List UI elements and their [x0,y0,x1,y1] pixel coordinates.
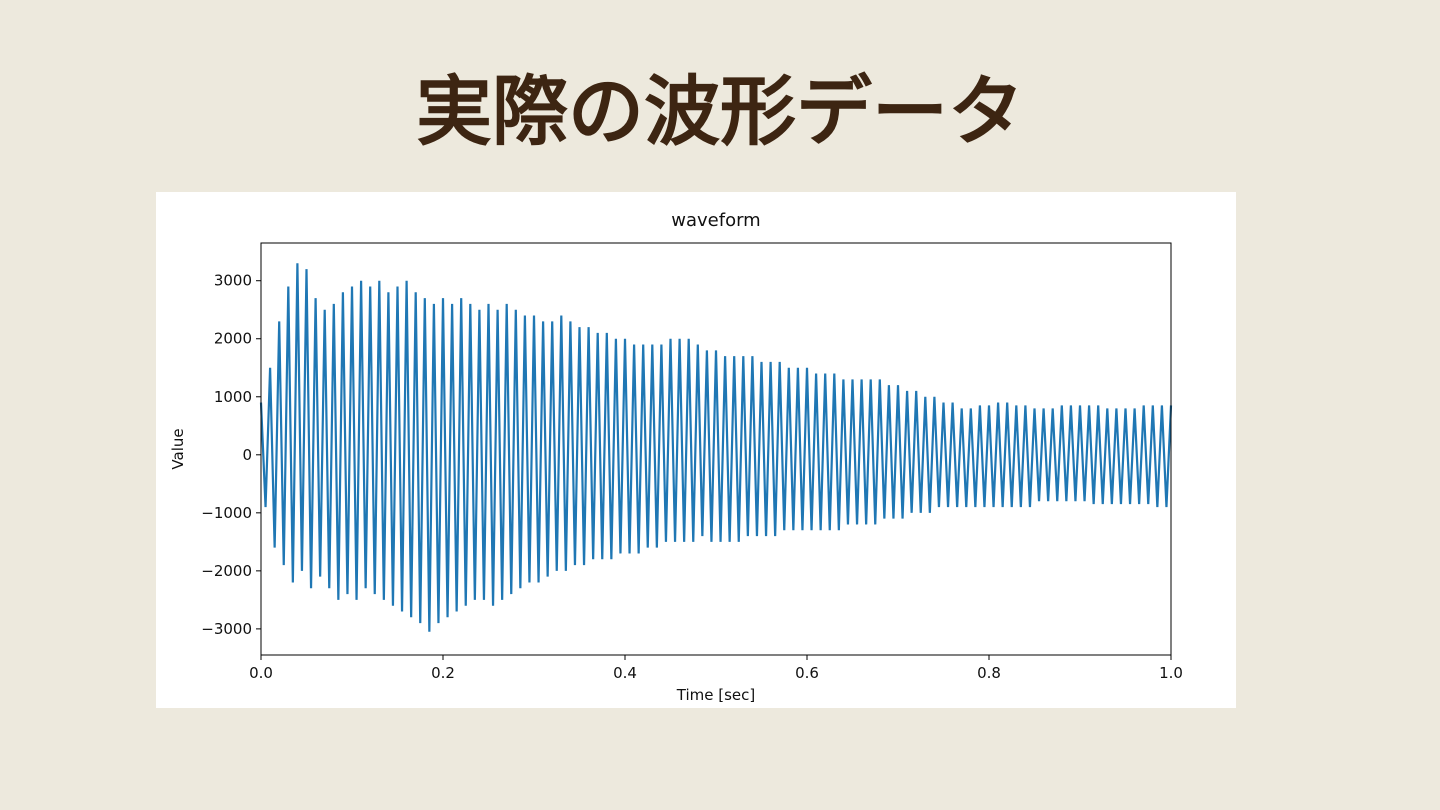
y-tick-label: 2000 [214,330,252,348]
x-tick-label: 0.8 [977,664,1001,682]
y-tick-label: 1000 [214,388,252,406]
y-axis-label: Value [169,428,187,469]
x-tick-label: 0.0 [249,664,273,682]
y-tick-label: −2000 [201,562,252,580]
x-axis-label: Time [sec] [676,686,755,704]
waveform-line [259,263,1173,632]
y-tick-label: 3000 [214,272,252,290]
slide-title: 実際の波形データ [416,67,1024,156]
chart: waveform Time [sec] Value −3000 −2000 −100… [156,192,1236,708]
x-tick-label: 0.2 [431,664,455,682]
plot-frame [260,242,1172,656]
y-tick-label: −3000 [201,620,252,638]
y-tick-label: −1000 [201,504,252,522]
x-tick-label: 0.6 [795,664,819,682]
x-tick-label: 0.4 [613,664,637,682]
y-tick-label: 0 [242,446,252,464]
chart-title: waveform [671,210,760,231]
x-tick-label: 1.0 [1159,664,1183,682]
